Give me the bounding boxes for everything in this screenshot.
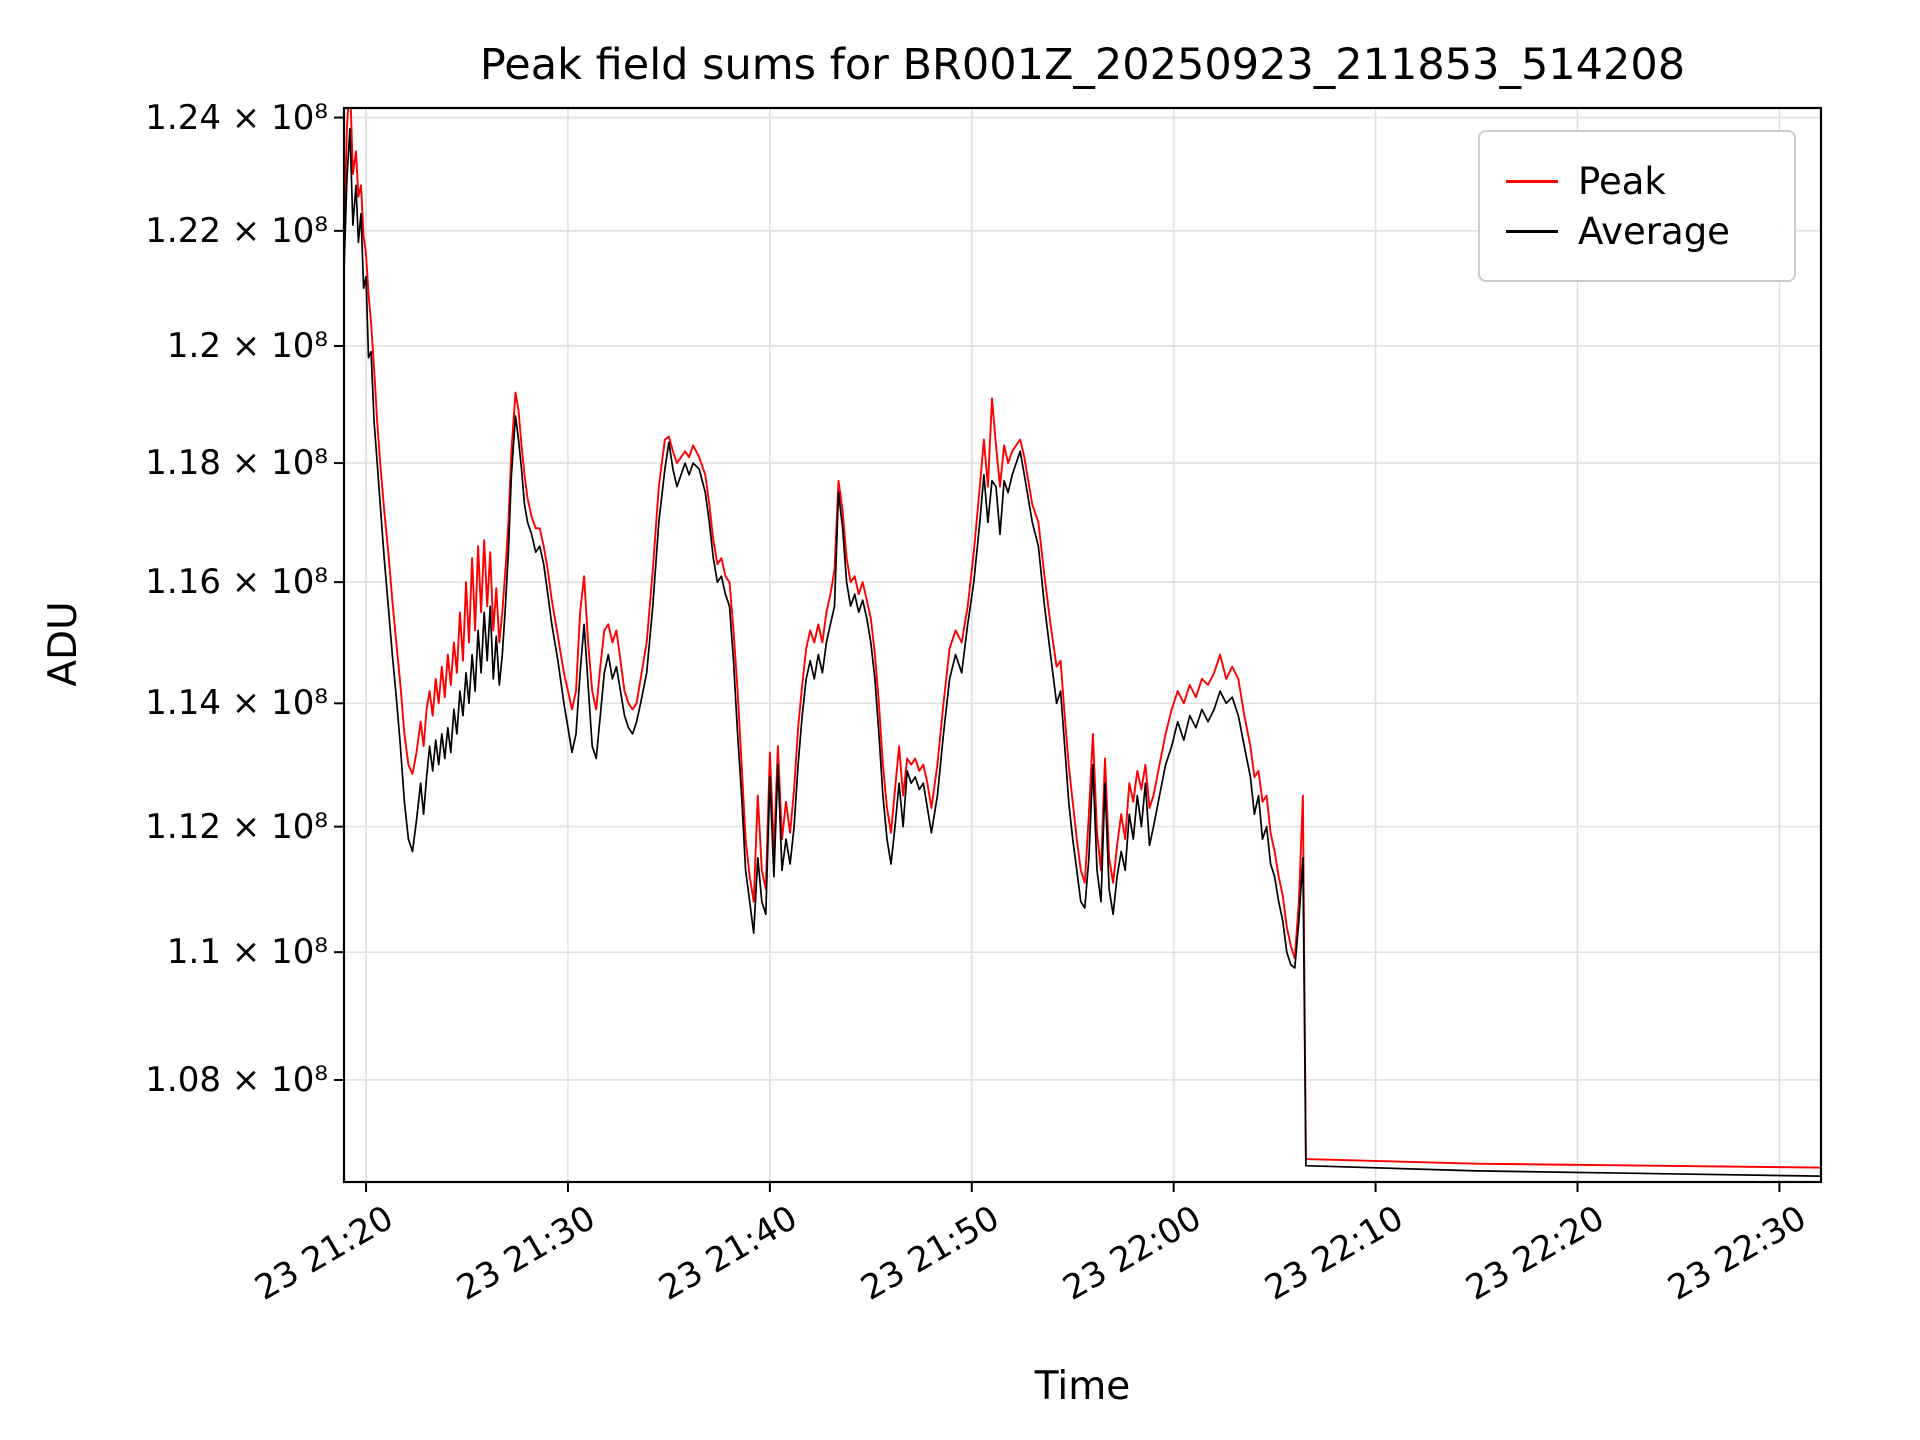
average-line-sample-icon [1506,229,1558,233]
y-tick-label: 1.16 × 10⁸ [145,562,328,603]
tick-marks [334,116,1781,1192]
y-tick-label: 1.1 × 10⁸ [166,932,328,973]
y-tick-label: 1.18 × 10⁸ [145,443,328,484]
legend: Peak Average [1478,130,1796,282]
y-tick-label: 1.2 × 10⁸ [166,325,328,366]
y-tick-label: 1.14 × 10⁸ [145,683,328,724]
plot-frame [342,106,1823,1184]
peak-line-sample-icon [1506,179,1558,183]
legend-label-peak: Peak [1578,159,1666,203]
legend-entry-average: Average [1506,208,1768,254]
chart-title: Peak field sums for BR001Z_20250923_2118… [479,40,1686,90]
legend-label-average: Average [1578,209,1730,253]
average-line [344,127,1820,1177]
x-axis-label: Time [1034,1364,1131,1409]
legend-entry-peak: Peak [1506,158,1768,204]
y-tick-label: 1.12 × 10⁸ [145,806,328,847]
series-group [344,108,1820,1177]
y-tick-label: 1.24 × 10⁸ [145,97,328,138]
y-tick-label: 1.22 × 10⁸ [145,210,328,251]
y-tick-label: 1.08 × 10⁸ [145,1059,328,1100]
peak-line [344,108,1820,1169]
